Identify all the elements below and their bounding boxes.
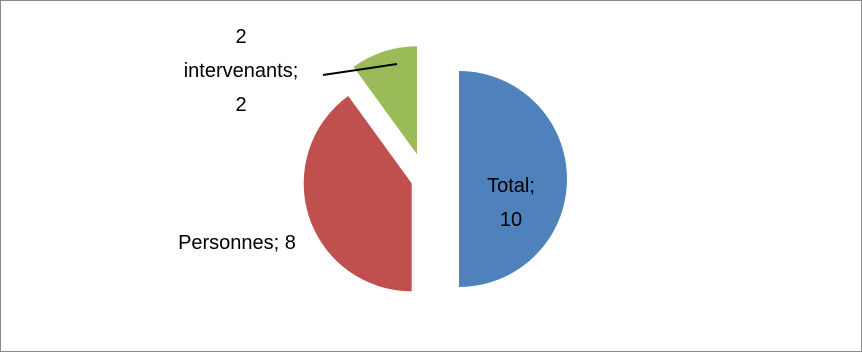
data-label-line: Total; — [487, 175, 535, 197]
data-label-line: 2 — [235, 94, 246, 116]
pie-slice-total — [459, 71, 567, 287]
data-label-2-intervenants: 2 intervenants; 2 — [184, 26, 299, 116]
pie-slice-2-intervenants — [353, 46, 417, 155]
leader-line-2-intervenants — [322, 63, 398, 76]
data-label-line: 10 — [500, 209, 522, 231]
data-label-line: Personnes; 8 — [178, 232, 296, 254]
data-label-personnes: Personnes; 8 — [178, 232, 296, 254]
data-label-total: Total; 10 — [487, 175, 535, 231]
pie-slice-personnes — [303, 95, 412, 292]
data-label-line: intervenants; — [184, 60, 299, 82]
data-label-line: 2 — [235, 26, 246, 48]
